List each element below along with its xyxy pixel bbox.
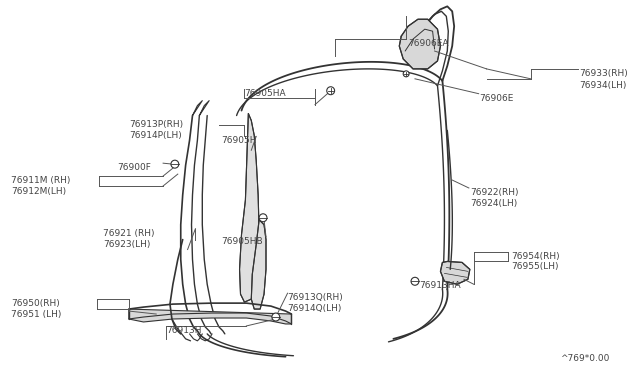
Circle shape <box>259 214 267 222</box>
Text: 76954(RH): 76954(RH) <box>511 251 559 260</box>
Text: 76913HA: 76913HA <box>419 281 461 290</box>
Text: 76933(RH): 76933(RH) <box>580 69 628 78</box>
Circle shape <box>327 87 335 95</box>
Text: 76913P(RH): 76913P(RH) <box>129 121 183 129</box>
Text: 76951 (LH): 76951 (LH) <box>11 310 61 319</box>
Text: 76905HB: 76905HB <box>221 237 262 246</box>
Text: 76905HA: 76905HA <box>244 89 286 98</box>
Circle shape <box>411 277 419 285</box>
Circle shape <box>272 313 280 321</box>
Text: 76905H: 76905H <box>221 137 257 145</box>
Polygon shape <box>399 19 440 69</box>
Text: 76923(LH): 76923(LH) <box>103 240 150 248</box>
Text: 76906EA: 76906EA <box>408 39 449 48</box>
Polygon shape <box>129 309 291 324</box>
Text: 76950(RH): 76950(RH) <box>11 299 60 308</box>
Polygon shape <box>239 113 259 302</box>
Text: 76913Q(RH): 76913Q(RH) <box>287 293 343 302</box>
Text: ^769*0.00: ^769*0.00 <box>559 354 609 363</box>
Text: 76913H: 76913H <box>166 326 202 335</box>
Text: 76934(LH): 76934(LH) <box>580 81 627 90</box>
Text: 76914P(LH): 76914P(LH) <box>129 131 182 140</box>
Text: 76921 (RH): 76921 (RH) <box>103 229 155 238</box>
Text: 76922(RH): 76922(RH) <box>470 188 518 197</box>
Text: 76906E: 76906E <box>479 94 514 103</box>
Polygon shape <box>440 262 470 284</box>
Text: 76924(LH): 76924(LH) <box>470 199 517 208</box>
Text: 76955(LH): 76955(LH) <box>511 262 559 272</box>
Circle shape <box>171 160 179 168</box>
Text: 76900F: 76900F <box>117 163 151 172</box>
Polygon shape <box>252 220 266 309</box>
Text: 76912M(LH): 76912M(LH) <box>11 187 67 196</box>
Text: 76914Q(LH): 76914Q(LH) <box>287 304 342 313</box>
Text: 76911M (RH): 76911M (RH) <box>11 176 70 185</box>
Circle shape <box>403 71 409 77</box>
